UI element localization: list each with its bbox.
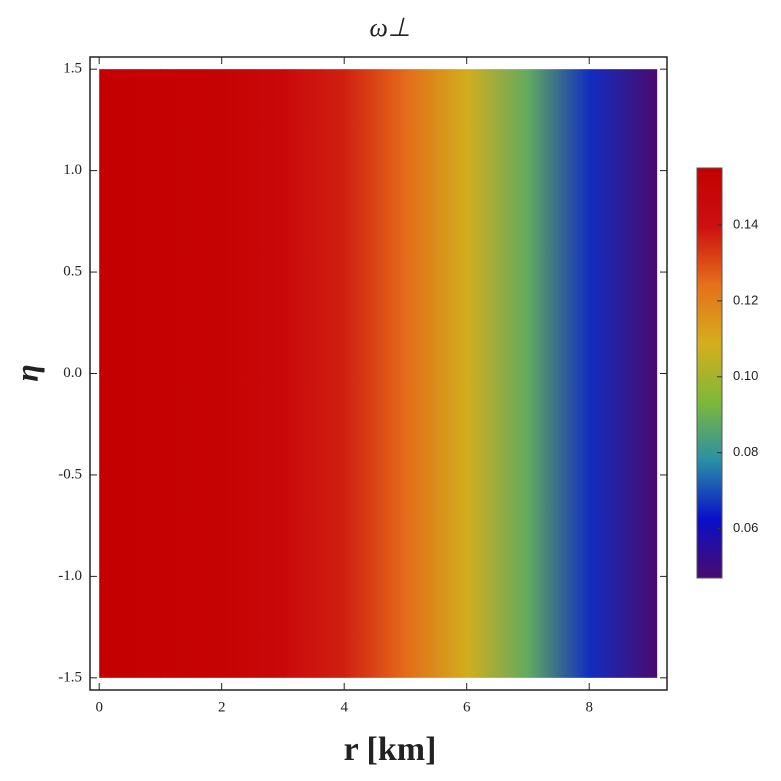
y-tick-label: 0.5: [63, 263, 82, 279]
colorbar-tick-label: 0.10: [733, 368, 758, 383]
colorbar-tick-label: 0.08: [733, 444, 758, 459]
chart-title: ω⊥: [369, 13, 410, 42]
y-tick-label: -1.0: [58, 568, 82, 584]
x-tick-label: 6: [463, 699, 471, 715]
x-axis-label: r [km]: [344, 731, 437, 768]
density-strip: [282, 69, 345, 678]
colorbar-tick-label: 0.14: [733, 216, 758, 231]
y-tick-label: 0.0: [63, 365, 82, 381]
colorbar-tick-label: 0.12: [733, 292, 758, 307]
colorbar: [696, 167, 723, 579]
x-tick-label: 0: [95, 699, 103, 715]
density-strip: [589, 69, 658, 678]
density-strip: [221, 69, 284, 678]
y-axis-label: η: [8, 364, 44, 382]
density-strip: [160, 69, 223, 678]
density-strip: [344, 69, 407, 678]
y-tick-label: 1.0: [63, 162, 82, 178]
density-strip: [99, 69, 162, 678]
density-strip: [405, 69, 468, 678]
density-strip: [527, 69, 590, 678]
y-tick-label: -1.5: [58, 669, 82, 685]
x-tick-label: 2: [218, 699, 226, 715]
x-tick-label: 4: [340, 699, 348, 715]
y-tick-label: 1.5: [63, 61, 82, 77]
y-tick-label: -0.5: [58, 466, 82, 482]
colorbar-tick-label: 0.06: [733, 520, 758, 535]
x-tick-label: 8: [585, 699, 593, 715]
density-strip: [466, 69, 529, 678]
